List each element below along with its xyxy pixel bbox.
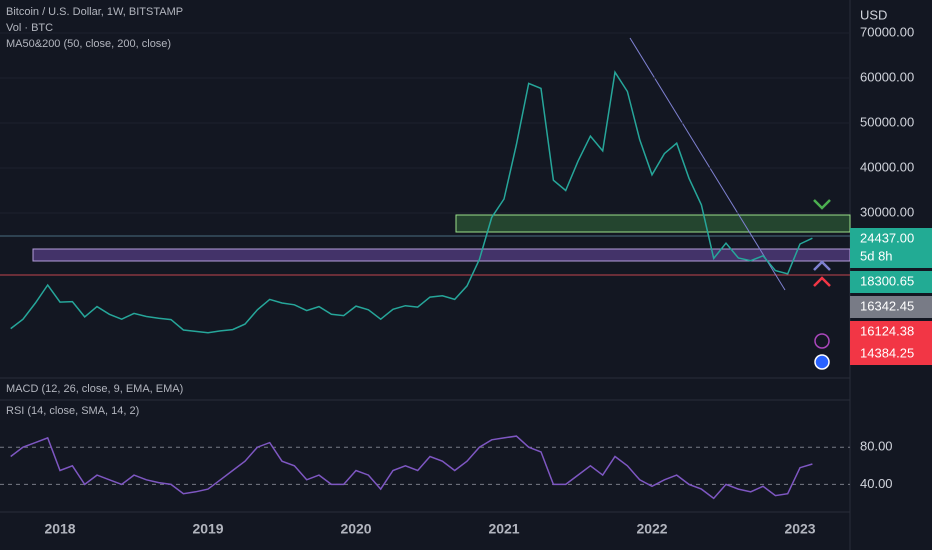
- y-tick-label: 50000.00: [860, 114, 914, 129]
- indicator-label: Vol · BTC: [6, 22, 53, 34]
- trend-line: [629, 37, 786, 291]
- x-tick-label: 2021: [488, 521, 519, 537]
- resistance-zone: [32, 248, 851, 262]
- y-tick-label: 40.00: [860, 476, 893, 491]
- price-tag-label: 24437.00: [860, 230, 914, 245]
- support-zone: [455, 214, 851, 233]
- y-tick-label: 30000.00: [860, 204, 914, 219]
- price-tag-label: 5d 8h: [860, 248, 893, 263]
- price-line: [10, 435, 813, 500]
- up-chevron: [813, 260, 831, 271]
- x-tick-label: 2023: [784, 521, 815, 537]
- price-tag: [850, 228, 932, 250]
- event-icon[interactable]: [814, 354, 830, 370]
- price-tag: [850, 321, 932, 343]
- x-tick-label: 2022: [636, 521, 667, 537]
- y-tick-label: 40000.00: [860, 159, 914, 174]
- indicator-label: MA50&200 (50, close, 200, close): [6, 38, 171, 50]
- x-tick-label: 2019: [192, 521, 223, 537]
- price-tag: [850, 246, 932, 268]
- currency-label: USD: [860, 7, 887, 22]
- price-tag-label: 16342.45: [860, 298, 914, 313]
- y-tick-label: 80.00: [860, 439, 893, 454]
- event-icon[interactable]: [814, 333, 830, 349]
- symbol-title: Bitcoin / U.S. Dollar, 1W, BITSTAMP: [6, 6, 183, 18]
- price-line: [10, 70, 813, 334]
- x-tick-label: 2018: [44, 521, 75, 537]
- y-tick-label: 70000.00: [860, 24, 914, 39]
- indicator-label: MACD (12, 26, close, 9, EMA, EMA): [6, 383, 183, 395]
- x-tick-label: 2020: [340, 521, 371, 537]
- y-tick-label: 60000.00: [860, 69, 914, 84]
- indicator-label: RSI (14, close, SMA, 14, 2): [6, 405, 139, 417]
- price-tag-label: 18300.65: [860, 273, 914, 288]
- price-tag: [850, 296, 932, 318]
- down-chevron: [813, 199, 831, 210]
- price-tag-label: 16124.38: [860, 323, 914, 338]
- price-tag: [850, 271, 932, 293]
- up-chevron: [813, 276, 831, 287]
- price-tag-label: 14384.25: [860, 345, 914, 360]
- price-tag: [850, 343, 932, 365]
